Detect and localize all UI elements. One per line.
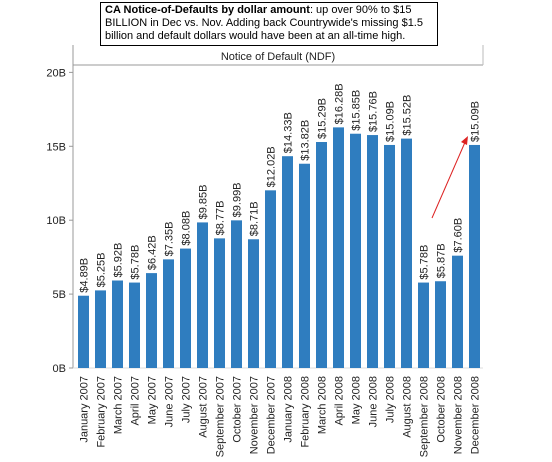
x-tick-label: April 2008 [334,376,346,426]
bar [163,259,174,368]
y-tick-label: 20B [46,67,66,79]
y-tick-label: 15B [46,141,66,153]
value-label: $15.85B [351,90,363,131]
x-tick-label: June 2007 [164,376,176,427]
x-tick-label: January 2007 [79,376,91,443]
arrow-head [461,136,468,145]
bar [435,281,446,368]
y-tick-label: 0B [53,363,66,375]
value-label: $7.35B [164,221,176,256]
bar [197,222,208,368]
bar [231,220,242,368]
title-note: : up over 90% to $15 BILLION in Dec vs. … [105,4,423,42]
chart-title: CA Notice-of-Defaults by dollar amount [105,4,310,16]
value-label: $5.87B [436,243,448,278]
value-label: $15.76B [368,91,380,132]
x-tick-label: February 2007 [96,376,108,448]
value-label: $6.42B [147,235,159,270]
bar [367,135,378,368]
x-tick-label: April 2007 [130,376,142,426]
x-tick-label: August 2007 [198,376,210,438]
bar [112,280,123,368]
x-tick-label: July 2007 [181,376,193,423]
x-tick-label: January 2008 [283,376,295,443]
x-tick-label: March 2008 [317,376,329,434]
value-label: $9.85B [198,185,210,220]
bar [180,248,191,368]
x-tick-label: October 2008 [436,376,448,443]
value-label: $4.89B [79,258,91,293]
bar [469,144,480,368]
x-tick-label: May 2007 [147,376,159,424]
bar [78,295,89,368]
value-label: $13.82B [300,120,312,161]
x-tick-label: December 2008 [470,376,482,454]
arrow [431,139,467,219]
y-tick-label: 5B [53,289,66,301]
x-tick-label: May 2008 [351,376,363,424]
title-box: CA Notice-of-Defaults by dollar amount: … [100,2,438,46]
bar [452,255,463,368]
bar [146,273,157,368]
value-label: $5.92B [113,243,125,278]
bar [333,127,344,368]
x-tick-label: February 2008 [300,376,312,448]
bar [299,163,310,368]
value-label: $15.09B [385,101,397,142]
value-label: $8.08B [181,211,193,246]
value-label: $7.60B [453,218,465,253]
bar [214,238,225,368]
value-label: $5.78B [419,245,431,280]
x-tick-label: September 2007 [215,376,227,457]
x-tick-label: July 2008 [385,376,397,423]
x-tick-label: November 2007 [249,376,261,454]
x-tick-label: June 2008 [368,376,380,427]
x-tick-label: December 2007 [266,376,278,454]
bar [248,239,259,368]
value-label: $16.28B [334,83,346,124]
value-label: $5.78B [130,245,142,280]
x-tick-label: November 2008 [453,376,465,454]
y-tick-label: 10B [46,215,66,227]
panel-title: Notice of Default (NDF) [221,51,335,63]
value-label: $5.25B [96,253,108,288]
x-tick-label: March 2007 [113,376,125,434]
value-label: $15.29B [317,98,329,139]
bar [418,282,429,368]
bar [95,290,106,368]
bar [401,138,412,368]
bar [316,142,327,368]
value-label: $8.77B [215,201,227,236]
value-label: $15.52B [402,95,414,136]
value-label: $12.02B [266,146,278,187]
value-label: $9.99B [232,182,244,217]
bar [384,144,395,368]
value-label: $14.33B [283,112,295,153]
x-tick-label: September 2008 [419,376,431,457]
x-tick-label: August 2008 [402,376,414,438]
x-tick-label: October 2007 [232,376,244,443]
bar [265,190,276,368]
bar [282,156,293,368]
value-label: $15.09B [470,101,482,142]
bar [129,282,140,368]
value-label: $8.71B [249,201,261,236]
bar [350,133,361,368]
